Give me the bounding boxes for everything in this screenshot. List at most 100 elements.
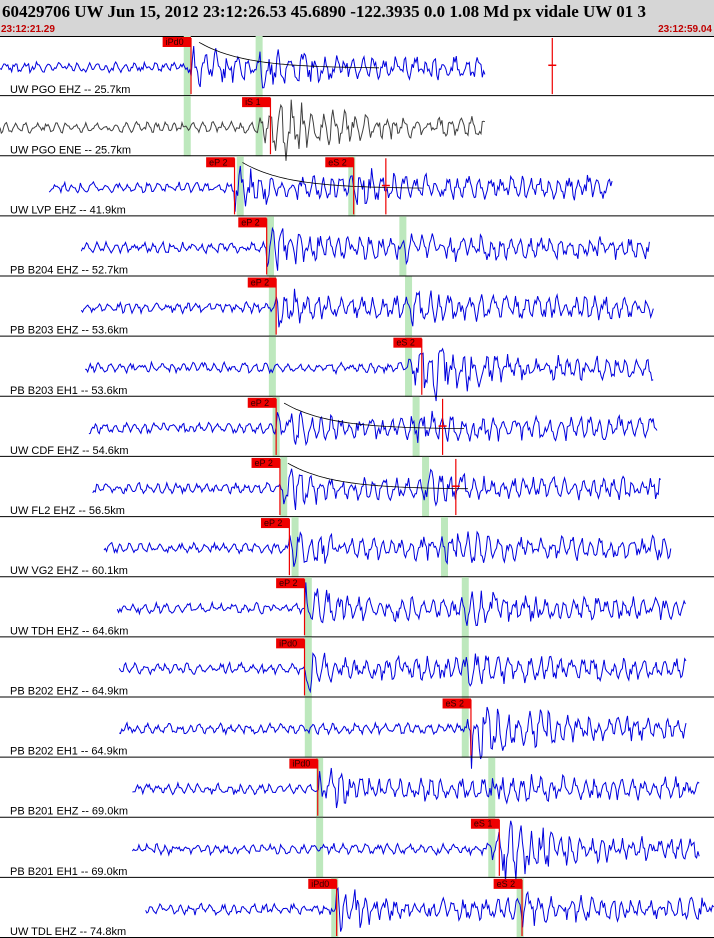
channel-label: PB B204 EHZ -- 52.7km bbox=[10, 265, 128, 277]
phase-band bbox=[461, 637, 469, 698]
waveform-trace bbox=[80, 288, 654, 328]
channel-row: iS 1 UW PGO ENE -- 25.7km bbox=[0, 96, 714, 161]
channel-row: eP 2 UW TDH EHZ -- 64.6km bbox=[0, 577, 714, 638]
phase-pick-label: iPd0 bbox=[279, 638, 297, 648]
phase-pick-flag[interactable] bbox=[251, 457, 280, 468]
phase-pick-flag[interactable] bbox=[308, 878, 337, 889]
phase-pick-label: eP 2 bbox=[251, 398, 269, 408]
channel-label: UW CDF EHZ -- 54.6km bbox=[10, 445, 129, 457]
waveform-trace bbox=[85, 347, 654, 402]
window-end-time: 23:12:59.04 bbox=[658, 24, 712, 35]
phase-band bbox=[399, 216, 407, 277]
phase-pick-label: iPd0 bbox=[292, 759, 310, 769]
waveform-trace bbox=[92, 468, 662, 511]
phase-pick-label: eP 2 bbox=[255, 458, 273, 468]
phase-pick-label: eP 2 bbox=[241, 217, 259, 227]
waveform-trace bbox=[103, 530, 672, 567]
phase-pick-flag[interactable] bbox=[247, 277, 277, 288]
phase-band bbox=[183, 96, 191, 157]
phase-band bbox=[183, 36, 191, 97]
event-title: 60429706 UW Jun 15, 2012 23:12:26.53 45.… bbox=[2, 2, 646, 21]
phase-band bbox=[316, 757, 324, 818]
phase-pick-flag[interactable] bbox=[289, 758, 318, 769]
coda-decay-curve bbox=[283, 402, 465, 429]
channel-row: iPd0 eS 2 UW TDL EHZ -- 74.8km bbox=[0, 877, 714, 938]
channel-label: UW PGO ENE -- 25.7km bbox=[10, 144, 131, 156]
channel-label: PB B201 EHZ -- 69.0km bbox=[10, 806, 128, 818]
waveform-trace bbox=[48, 165, 613, 212]
channel-label: UW LVP EHZ -- 41.9km bbox=[10, 204, 126, 216]
phase-band bbox=[331, 877, 339, 938]
phase-pick-flag[interactable] bbox=[247, 397, 277, 408]
phase-pick-flag[interactable] bbox=[276, 638, 305, 649]
channel-label: UW FL2 EHZ -- 56.5km bbox=[10, 505, 125, 517]
channel-row: eP 2 UW CDF EHZ -- 54.6km bbox=[0, 396, 714, 457]
channel-row: eP 2 eS 2 UW LVP EHZ -- 41.9km bbox=[0, 156, 714, 217]
channel-row: eS 2 PB B203 EH1 -- 53.6km bbox=[0, 336, 714, 402]
coda-decay-curve bbox=[287, 462, 468, 490]
channel-row: eP 2 PB B203 EHZ -- 53.6km bbox=[0, 276, 714, 337]
channel-label: UW TDH EHZ -- 64.6km bbox=[10, 625, 128, 637]
phase-band bbox=[405, 336, 413, 397]
waveform-trace bbox=[80, 226, 650, 271]
phase-band bbox=[236, 156, 244, 217]
channel-label: UW VG2 EHZ -- 60.1km bbox=[10, 565, 128, 577]
phase-band bbox=[268, 276, 276, 337]
channel-row: eP 2 UW VG2 EHZ -- 60.1km bbox=[0, 517, 714, 578]
phase-band bbox=[255, 96, 263, 157]
channel-label: PB B202 EH1 -- 64.9km bbox=[10, 746, 127, 758]
phase-pick-flag[interactable] bbox=[325, 157, 354, 168]
channel-label: PB B203 EH1 -- 53.6km bbox=[10, 385, 127, 397]
phase-pick-label: eS 2 bbox=[328, 157, 347, 167]
phase-band bbox=[412, 396, 420, 457]
waveform-trace bbox=[132, 767, 700, 809]
phase-pick-label: eP 2 bbox=[251, 278, 269, 288]
phase-band bbox=[461, 577, 469, 638]
phase-pick-label: iPd0 bbox=[166, 37, 184, 47]
waveform-trace bbox=[145, 887, 714, 932]
phase-band bbox=[266, 216, 274, 277]
phase-pick-flag[interactable] bbox=[276, 578, 305, 589]
channel-label: UW TDL EHZ -- 74.8km bbox=[10, 926, 126, 938]
channel-row: eP 2 UW FL2 EHZ -- 56.5km bbox=[0, 456, 714, 518]
phase-pick-flag[interactable] bbox=[470, 818, 500, 829]
phase-pick-flag[interactable] bbox=[238, 217, 267, 228]
waveform-trace bbox=[88, 410, 658, 447]
phase-pick-flag[interactable] bbox=[442, 698, 471, 709]
phase-band bbox=[304, 697, 312, 758]
phase-pick-flag[interactable] bbox=[162, 37, 192, 47]
phase-band bbox=[280, 456, 288, 518]
channel-row: iPd0 PB B202 EHZ -- 64.9km bbox=[0, 637, 714, 698]
channel-label: PB B203 EHZ -- 53.6km bbox=[10, 325, 128, 337]
seismogram-panel: iPd0 UW PGO EHZ -- 25.7km iS 1 UW PGO ENE -… bbox=[0, 36, 714, 938]
phase-pick-flag[interactable] bbox=[242, 97, 271, 108]
waveform-trace bbox=[118, 706, 687, 769]
phase-pick-label: eP 2 bbox=[209, 157, 227, 167]
phase-band bbox=[405, 276, 413, 337]
phase-pick-flag[interactable] bbox=[206, 157, 235, 168]
waveform-trace bbox=[118, 652, 687, 694]
channel-row: eS 2 PB B202 EH1 -- 64.9km bbox=[0, 697, 714, 769]
channel-label: UW PGO EHZ -- 25.7km bbox=[10, 84, 130, 96]
phase-band bbox=[488, 817, 496, 878]
channel-row: iPd0 PB B201 EHZ -- 69.0km bbox=[0, 757, 714, 818]
phase-band bbox=[316, 817, 324, 878]
coda-decay-curve bbox=[242, 162, 423, 189]
window-start-time: 23:12:21.29 bbox=[1, 24, 55, 35]
event-header: 60429706 UW Jun 15, 2012 23:12:26.53 45.… bbox=[0, 0, 714, 36]
phase-band bbox=[422, 456, 430, 518]
waveform-trace bbox=[131, 820, 700, 882]
phase-pick-label: eS 2 bbox=[396, 338, 415, 348]
channel-label: PB B202 EHZ -- 64.9km bbox=[10, 685, 128, 697]
phase-pick-label: eS 1 bbox=[474, 819, 493, 829]
phase-pick-label: eP 2 bbox=[264, 518, 282, 528]
phase-pick-label: eP 2 bbox=[279, 578, 297, 588]
phase-band bbox=[291, 517, 299, 578]
phase-pick-flag[interactable] bbox=[260, 518, 290, 529]
channel-row: eP 2 PB B204 EHZ -- 52.7km bbox=[0, 216, 714, 277]
waveform-trace bbox=[116, 582, 686, 627]
phase-pick-flag[interactable] bbox=[493, 878, 523, 889]
phase-pick-flag[interactable] bbox=[393, 337, 422, 348]
phase-band bbox=[304, 577, 312, 638]
phase-pick-label: iPd0 bbox=[311, 879, 329, 889]
